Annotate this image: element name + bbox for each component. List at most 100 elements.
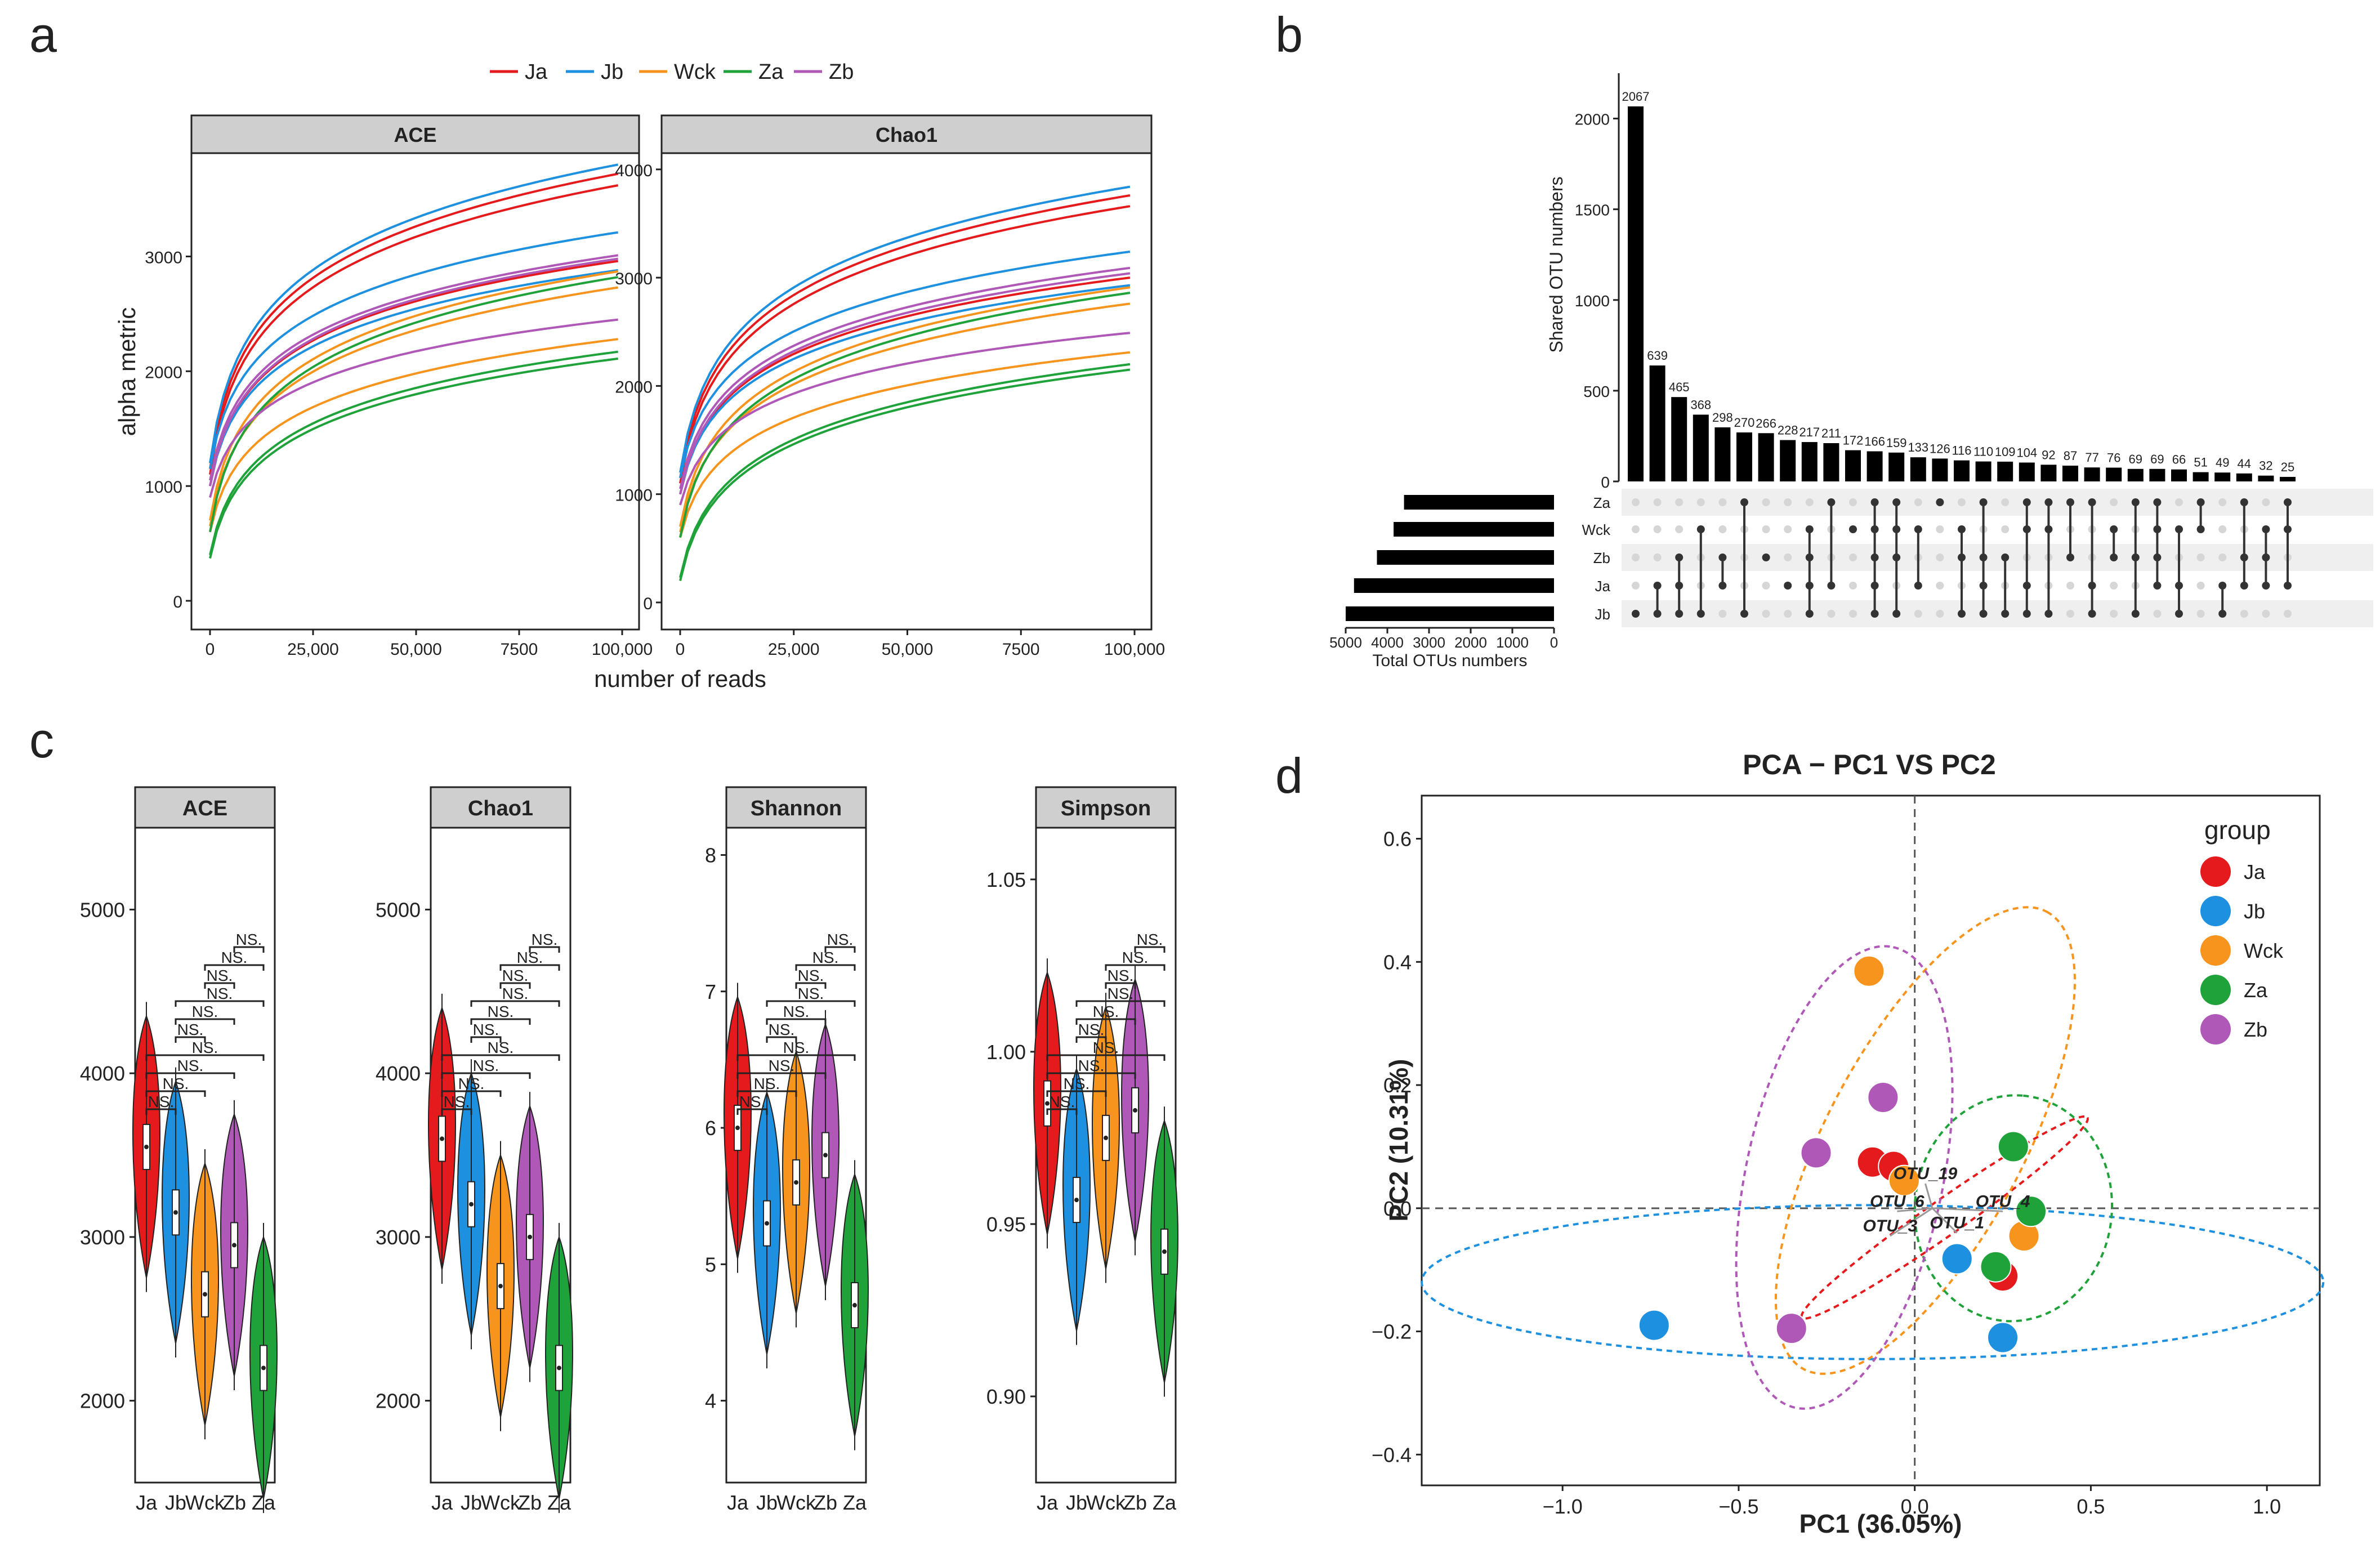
y-tick-label-ace: 3000 — [145, 248, 182, 267]
matrix-dot-inactive — [1762, 498, 1770, 506]
shared-otu-bar — [1671, 397, 1687, 481]
pca-title: PCA − PC1 VS PC2 — [1743, 749, 1996, 780]
sig-bracket — [736, 1090, 797, 1097]
shared-otu-bar — [2084, 467, 2100, 481]
violin-x-tick-label-Zb: Zb — [222, 1491, 246, 1514]
violin-strip-3 — [1035, 786, 1177, 829]
sig-bracket — [766, 1036, 797, 1043]
sig-label: NS. — [236, 931, 262, 948]
matrix-dot-inactive — [2110, 498, 2118, 506]
shared-otu-bar-label: 44 — [2238, 457, 2251, 471]
matrix-dot-inactive — [2262, 610, 2270, 618]
violin-x-tick-label-Za: Za — [252, 1491, 276, 1514]
sig-label: NS. — [1049, 1093, 1075, 1110]
sig-bracket — [233, 946, 265, 953]
violin-median-Za — [852, 1303, 857, 1308]
set-name-Jb: Jb — [1595, 606, 1610, 623]
violin-y-tick-label: 5000 — [376, 898, 421, 921]
matrix-row-band — [1622, 600, 2373, 627]
violin-x-tick-label-Jb: Jb — [756, 1491, 778, 1514]
matrix-dot-inactive — [1696, 498, 1705, 506]
matrix-dot-inactive — [2175, 498, 2183, 506]
shared-otu-bar-label: 104 — [2016, 445, 2037, 459]
pca-y-tick-label: 0.6 — [1383, 828, 1412, 851]
y-tick-label-ace: 0 — [173, 593, 182, 611]
shared-otu-bar-label: 2067 — [1622, 90, 1650, 104]
y-tick-label-ace: 2000 — [145, 363, 182, 382]
shared-otu-bar — [2171, 469, 2187, 481]
set-size-bar-Ja — [1354, 578, 1554, 593]
x-tick-label-ace: 7500 — [501, 640, 538, 659]
matrix-dot-inactive — [1762, 525, 1770, 533]
pca-x-tick-label: −1.0 — [1543, 1495, 1583, 1518]
pca-y-tick-label: −0.2 — [1372, 1320, 1412, 1343]
y-tick-label-chao: 3000 — [615, 270, 653, 288]
matrix-dot-inactive — [1805, 498, 1814, 506]
x-tick-label-chao: 7500 — [1002, 640, 1040, 659]
shared-otu-bar-label: 228 — [1778, 423, 1798, 438]
shared-otu-bar — [1801, 442, 1818, 481]
shared-otu-bar-label: 166 — [1864, 435, 1885, 449]
sig-bracket — [441, 1090, 502, 1097]
sig-bracket — [1134, 946, 1166, 953]
matrix-dot-inactive — [1718, 498, 1727, 506]
sig-label: NS. — [827, 931, 854, 948]
violin-median-Jb — [1074, 1198, 1079, 1203]
shared-otu-bar — [1714, 427, 1731, 481]
violin-median-Wck — [1104, 1135, 1108, 1140]
violin-x-tick-label-Zb: Zb — [814, 1491, 837, 1514]
pca-x-tick-label: 1.0 — [2253, 1495, 2281, 1518]
sig-label: NS. — [1064, 1075, 1090, 1092]
matrix-dot-inactive — [2196, 582, 2205, 590]
violin-x-tick-label-Wck: Wck — [481, 1491, 521, 1514]
matrix-dot-inactive — [1718, 610, 1727, 618]
pca-y-axis-title: PC2 (10.31%) — [1384, 1059, 1413, 1222]
pca-legend-label-Wck: Wck — [2244, 939, 2284, 962]
matrix-dot-inactive — [1675, 498, 1684, 506]
shared-otu-bar — [1997, 461, 2013, 481]
sig-bracket — [441, 1108, 472, 1115]
facet-title-ace: ACE — [394, 123, 436, 146]
set-size-bar-Zb — [1377, 550, 1554, 565]
violin-x-tick-label-Wck: Wck — [1086, 1491, 1126, 1514]
shared-otu-bar — [2236, 473, 2252, 481]
sig-bracket — [204, 964, 265, 971]
rarefaction-curve-Zb — [209, 257, 618, 486]
shared-otu-bar-label: 298 — [1712, 410, 1733, 425]
sig-bracket — [204, 982, 235, 989]
pca-legend-swatch-Wck — [2200, 935, 2231, 966]
rarefaction-curve-Ja — [679, 205, 1131, 484]
sig-bracket — [499, 982, 531, 989]
sig-bracket — [441, 1054, 560, 1061]
pca-point-Zb — [1775, 1313, 1807, 1345]
rarefaction-curve-Zb — [679, 272, 1131, 495]
sig-bracket — [1105, 964, 1166, 971]
sig-label: NS. — [783, 1003, 810, 1020]
violin-y-tick-label: 2000 — [376, 1390, 421, 1413]
panel-letter-d: d — [1275, 748, 1303, 803]
sig-bracket — [1105, 982, 1136, 989]
sig-bracket — [1075, 1018, 1136, 1025]
matrix-dot-active — [1849, 525, 1857, 533]
sig-label: NS. — [1093, 1003, 1119, 1020]
shared-otu-bar-label: 110 — [1973, 445, 1993, 459]
matrix-dot-inactive — [2110, 610, 2118, 618]
set-size-tick-label: 3000 — [1413, 634, 1445, 651]
violin-median-Ja — [144, 1144, 149, 1149]
rarefaction-curve-Zb — [209, 254, 618, 481]
facet-strip-ace — [190, 114, 640, 154]
violin-y-tick-label: 5000 — [80, 898, 125, 921]
matrix-dot-inactive — [2218, 525, 2227, 533]
matrix-dot-inactive — [1914, 610, 1922, 618]
pca-ellipse-Ja — [1800, 1115, 2089, 1320]
rarefaction-curve-Za — [209, 357, 618, 559]
rarefaction-curve-Jb — [209, 163, 619, 463]
violin-y-tick-label: 1.05 — [986, 868, 1026, 891]
matrix-dot-inactive — [1849, 498, 1857, 506]
rarefaction-curve-Za — [209, 350, 618, 555]
rarefaction-curve-Zb — [209, 318, 618, 498]
sig-label: NS. — [473, 1021, 499, 1038]
pca-point-Za — [1980, 1251, 2012, 1283]
violin-median-Jb — [469, 1202, 474, 1207]
